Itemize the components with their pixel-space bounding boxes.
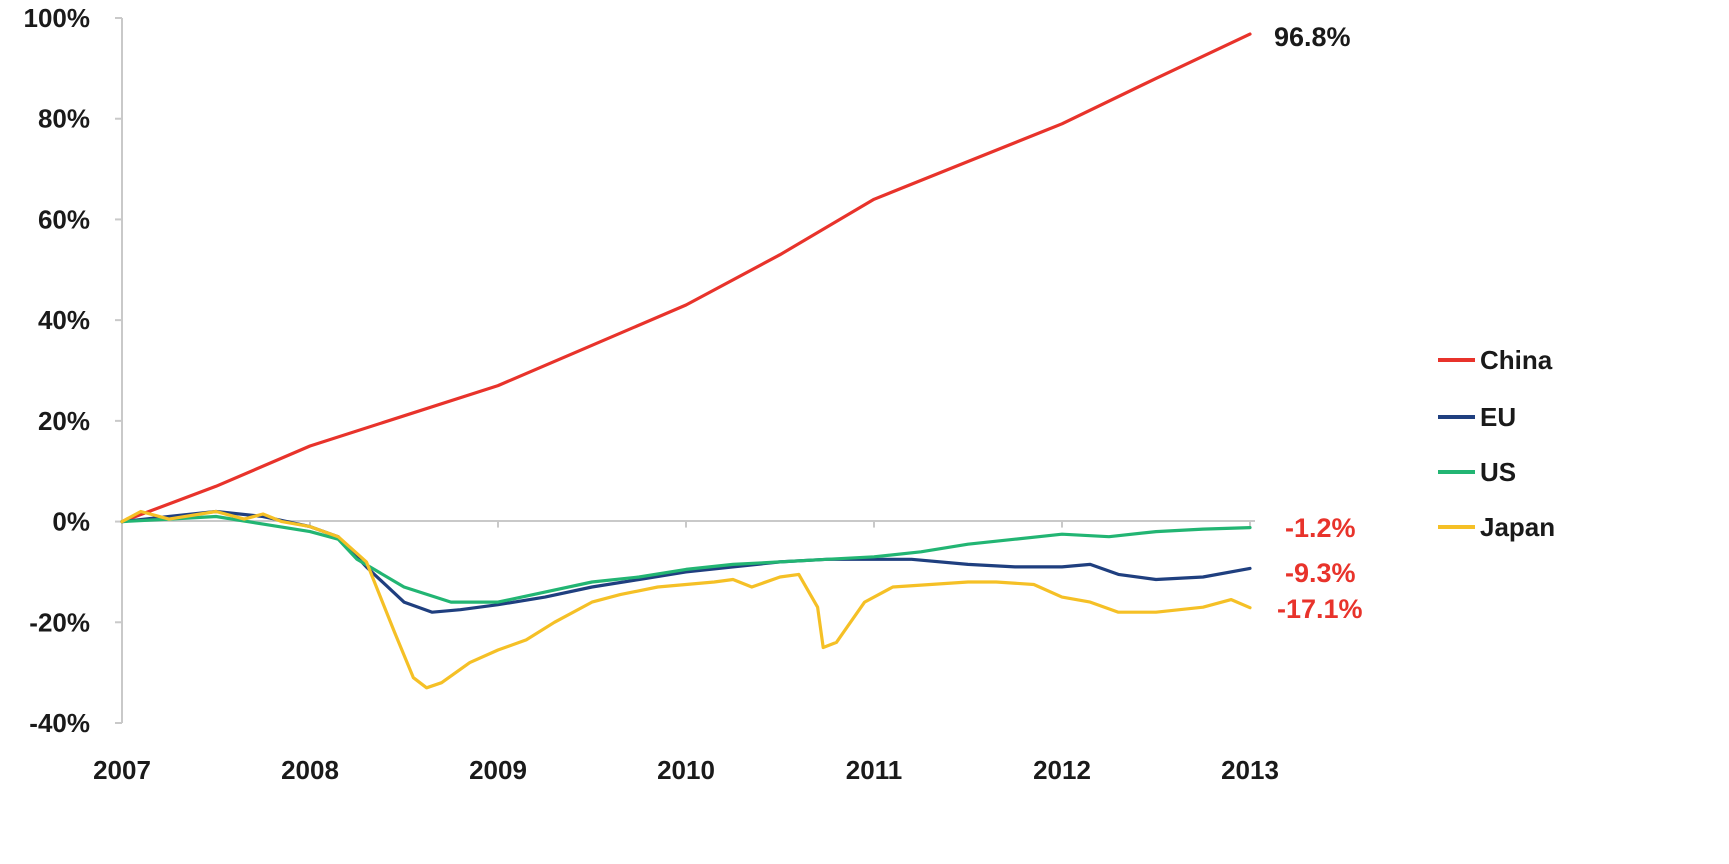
legend-label-us: US (1480, 457, 1516, 487)
x-tick-label-2010: 2010 (657, 755, 715, 785)
y-tick-label-20: 20% (38, 406, 90, 436)
x-axis-ticks: 2007 2008 2009 2010 2011 2012 2013 (93, 521, 1279, 785)
end-label-eu: -9.3% (1285, 558, 1356, 588)
x-tick-label-2013: 2013 (1221, 755, 1279, 785)
end-label-us: -1.2% (1285, 513, 1356, 543)
y-tick-label-0: 0% (52, 507, 90, 537)
x-tick-label-2011: 2011 (846, 755, 902, 785)
y-tick-label-100: 100% (24, 3, 91, 33)
series-line-china (120, 32, 1252, 524)
x-tick-label-2012: 2012 (1033, 755, 1091, 785)
y-tick-label-40: 40% (38, 305, 90, 335)
y-tick-label-80: 80% (38, 104, 90, 134)
x-tick-label-2007: 2007 (93, 755, 151, 785)
legend-label-china: China (1480, 345, 1553, 375)
series-lines (120, 32, 1252, 690)
series-line-japan (120, 509, 1252, 690)
legend: China EU US Japan (1438, 345, 1555, 542)
y-axis-ticks: 100% 80% 60% 40% 20% 0% -20% -40% (24, 3, 122, 738)
end-label-china: 96.8% (1274, 22, 1351, 52)
plot-area: 100%80%60%40%20%0%-20%-40% 2007 2008 2009 2… (24, 3, 1363, 785)
legend-label-eu: EU (1480, 402, 1516, 432)
series-line-us (120, 514, 1252, 604)
x-tick-label-2008: 2008 (281, 755, 339, 785)
end-labels: 96.8% -9.3% -1.2% -17.1% (1274, 22, 1363, 624)
legend-label-japan: Japan (1480, 512, 1555, 542)
y-tick-label-40: -40% (29, 708, 90, 738)
y-tick-label-60: 60% (38, 204, 90, 234)
x-tick-label-2009: 2009 (469, 755, 527, 785)
y-tick-label-20: -20% (29, 607, 90, 637)
end-label-japan: -17.1% (1277, 594, 1363, 624)
